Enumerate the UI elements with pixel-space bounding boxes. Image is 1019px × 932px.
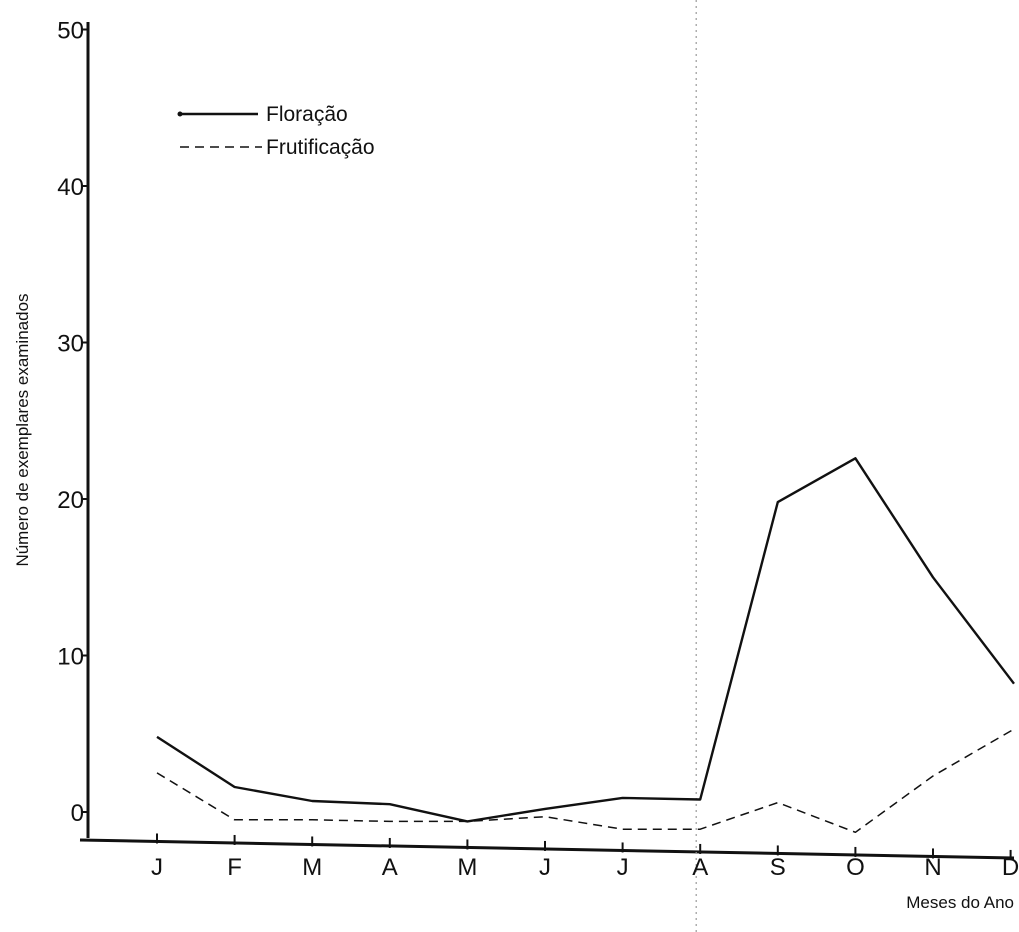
series-line-floracao [156,457,1015,823]
y-tick-label: 10 [57,644,84,671]
x-axis-label: Meses do Ano [906,893,1014,912]
x-axis-line [79,838,1015,860]
legend-label-floracao: Floração [266,103,348,126]
x-tick-label: O [846,854,865,881]
y-tick-label: 50 [57,18,84,45]
x-tick-label: J [617,854,629,881]
legend-label-frutificacao: Frutificação [266,136,375,159]
y-axis-label: Número de exemplares examinados [13,293,32,566]
legend-swatch-dot [177,111,183,117]
x-tick-label: J [151,854,163,881]
x-tick-label: D [1002,854,1019,881]
x-tick-label: S [770,854,786,881]
x-tick-label: N [924,854,941,881]
y-tick-labels: 50 40 30 20 10 0 [57,18,88,827]
x-tick-label: F [227,854,242,881]
y-tick-label: 40 [57,174,84,201]
x-tick-label: M [302,854,322,881]
y-tick-label: 0 [71,800,84,827]
series-line-frutificacao [156,728,1015,834]
x-tick-label: A [692,854,708,881]
x-tick-label: M [457,854,477,881]
x-tick-label: J [539,854,551,881]
legend: Floração Frutificação [177,103,375,159]
x-tick-label: A [382,854,398,881]
y-tick-label: 30 [57,331,84,358]
axes [79,22,1015,860]
series-group [156,457,1015,834]
y-tick-label: 20 [57,487,84,514]
